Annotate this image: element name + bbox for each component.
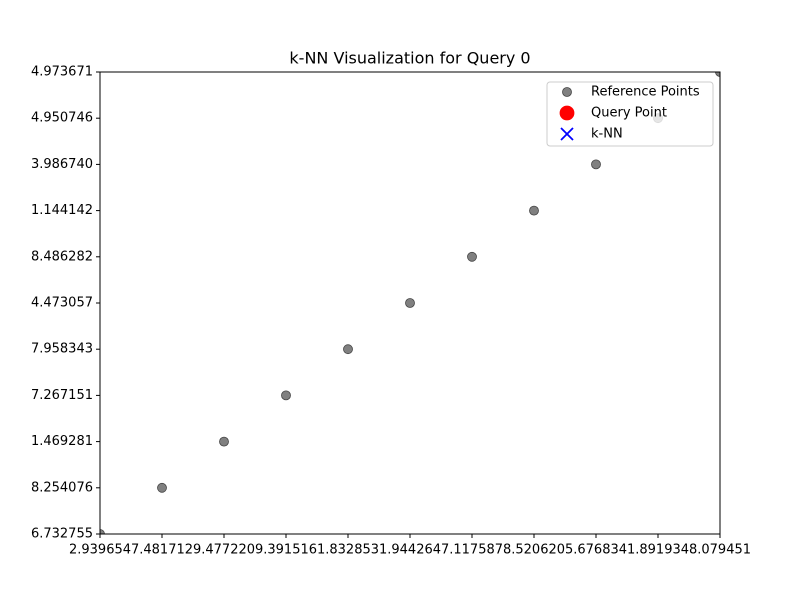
x-tick-label: 2.939654 <box>69 543 131 558</box>
y-tick-label: 1.144142 <box>31 203 93 218</box>
x-tick-label: 9.391516 <box>255 543 317 558</box>
marker-stroke <box>560 127 574 141</box>
x-tick-label: 1.891934 <box>627 543 689 558</box>
x-tick-label: 8.520620 <box>503 543 565 558</box>
point <box>715 72 720 77</box>
x-tick-label: 1.832853 <box>317 543 379 558</box>
point <box>405 298 415 308</box>
point <box>281 390 291 401</box>
chart-title: k-NN Visualization for Query 0 <box>289 49 530 68</box>
y-tick-label: 3.986740 <box>31 157 93 172</box>
legend-marker <box>559 105 575 121</box>
legend-label: Query Point <box>591 106 667 121</box>
point <box>591 159 601 170</box>
legend-frame <box>546 81 714 147</box>
legend: Reference Points Query Point k-NN <box>546 81 714 147</box>
legend-marker <box>560 127 574 141</box>
legend-marker <box>562 87 572 97</box>
y-tick-label: 7.958343 <box>31 342 93 357</box>
point <box>157 482 167 493</box>
y-tick-label: 4.473057 <box>31 296 93 311</box>
y-tick-label: 6.732755 <box>31 527 93 542</box>
y-tick-label: 8.254076 <box>31 480 93 495</box>
point <box>219 436 229 447</box>
x-tick-label: 7.117587 <box>441 543 503 558</box>
x-tick-label: 7.481712 <box>131 543 193 558</box>
point <box>467 251 477 262</box>
y-tick-label: 1.469281 <box>31 434 93 449</box>
x-tick-label: 1.944264 <box>379 543 441 558</box>
point <box>529 205 539 216</box>
y-tick-label: 4.973671 <box>31 65 93 80</box>
x-tick-label: 8.079451 <box>689 543 751 558</box>
y-tick-label: 4.950746 <box>31 111 93 126</box>
legend-label: Reference Points <box>591 85 700 100</box>
y-tick-label: 7.267151 <box>31 388 93 403</box>
legend-label: k-NN <box>591 127 623 142</box>
point <box>343 344 353 355</box>
y-tick-label: 8.486282 <box>31 249 93 264</box>
x-tick-label: 9.477220 <box>193 543 255 558</box>
point <box>100 529 105 534</box>
x-tick-label: 5.676834 <box>565 543 627 558</box>
